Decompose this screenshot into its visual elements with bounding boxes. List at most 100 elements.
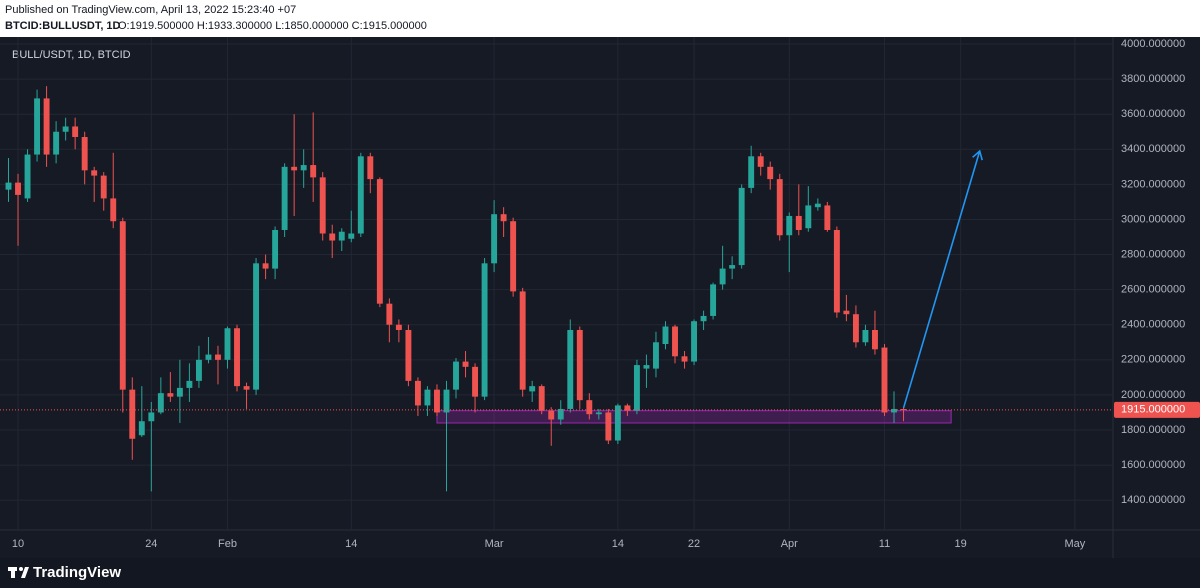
- last-price-label: 1915.000000: [1121, 404, 1185, 416]
- candle-body: [814, 203, 821, 208]
- candle-body: [891, 408, 897, 413]
- candle-body: [662, 326, 669, 345]
- candle-body: [462, 361, 469, 367]
- candle-body: [34, 98, 41, 155]
- candle-body: [643, 365, 650, 369]
- candle-body: [557, 408, 564, 420]
- candle-body: [757, 156, 764, 167]
- candle-body: [786, 215, 793, 236]
- candle-body: [624, 405, 631, 411]
- candle-body: [300, 165, 307, 171]
- candle-body: [691, 321, 698, 362]
- last-price-tag: [1114, 401, 1200, 418]
- candle-body: [833, 229, 840, 313]
- candle-body: [672, 326, 678, 357]
- support-zone: [436, 410, 952, 424]
- candle-body: [605, 412, 612, 441]
- candle-body: [357, 156, 364, 234]
- candle-body: [243, 386, 250, 390]
- x-tick-label: Mar: [485, 538, 504, 550]
- y-tick-label: 3200.000000: [1121, 178, 1185, 190]
- candle-body: [205, 354, 212, 360]
- candle-body: [329, 233, 336, 241]
- candle-body: [129, 389, 136, 439]
- candle-body: [186, 380, 193, 388]
- x-tick-label: 11: [879, 538, 890, 550]
- candle-body: [291, 166, 298, 171]
- x-tick-label: 14: [345, 538, 357, 550]
- symbol-text: BTCID:BULLUSDT, 1D: [5, 20, 121, 32]
- candle-body: [72, 126, 79, 138]
- candle-body: [262, 263, 269, 269]
- candle-body: [138, 421, 145, 436]
- y-tick-label: 1800.000000: [1121, 424, 1185, 436]
- logo-icon: [8, 567, 29, 578]
- candle-body: [852, 314, 859, 343]
- candle-body: [24, 154, 31, 199]
- candle-body: [338, 231, 345, 241]
- y-tick-label: 3800.000000: [1121, 73, 1185, 85]
- x-tick-label: 24: [145, 538, 157, 550]
- candle-body: [595, 412, 602, 415]
- candle-body: [548, 410, 555, 420]
- x-tick-label: Apr: [781, 538, 798, 550]
- candle-body: [367, 156, 374, 180]
- candle-body: [176, 387, 183, 397]
- pane-legend: BULL/USDT, 1D, BTCID: [12, 49, 131, 61]
- candle-body: [100, 175, 107, 199]
- candle-body: [395, 324, 402, 330]
- candle-body: [748, 156, 755, 188]
- candle-body: [5, 182, 12, 190]
- candle-body: [15, 182, 21, 195]
- candle-body: [91, 170, 98, 176]
- candle-body: [633, 365, 640, 411]
- y-tick-label: 1600.000000: [1121, 459, 1185, 471]
- candle-body: [510, 221, 517, 292]
- candle-body: [157, 393, 164, 413]
- candle-body: [700, 315, 707, 322]
- candle-body: [434, 389, 440, 413]
- y-tick-label: 2200.000000: [1121, 354, 1185, 366]
- candle-body: [319, 177, 326, 234]
- candle-body: [43, 98, 50, 155]
- candle-body: [872, 329, 878, 350]
- candle-body: [576, 329, 583, 401]
- x-tick-label: 19: [955, 538, 967, 550]
- y-tick-label: 2800.000000: [1121, 248, 1185, 260]
- candle-body: [805, 205, 812, 229]
- footer-logo: TradingView: [33, 564, 121, 581]
- candle-body: [653, 342, 659, 369]
- y-tick-label: 4000.000000: [1121, 38, 1185, 50]
- x-tick-label: 14: [612, 538, 624, 550]
- y-tick-label: 3400.000000: [1121, 143, 1185, 155]
- candle-body: [586, 400, 593, 415]
- y-tick-label: 3000.000000: [1121, 213, 1185, 225]
- x-tick-label: Feb: [218, 538, 237, 550]
- candle-body: [719, 268, 726, 285]
- candle-body: [414, 380, 421, 406]
- candle-body: [538, 386, 545, 411]
- published-text: Published on TradingView.com, April 13, …: [5, 4, 296, 16]
- x-tick-label: 10: [12, 538, 24, 550]
- plot: 1400.000000 1600.000000 1800.000000 2000.00…: [0, 37, 1200, 550]
- candle-body: [862, 329, 869, 343]
- candle-body: [53, 131, 60, 155]
- candle-body: [167, 393, 174, 397]
- candle-body: [148, 412, 155, 422]
- candle-body: [376, 179, 383, 304]
- candle-body: [481, 263, 488, 397]
- candle-body: [614, 405, 621, 441]
- y-tick-label: 3600.000000: [1121, 108, 1185, 120]
- candle-body: [729, 265, 736, 269]
- header-bar: [0, 0, 1200, 37]
- candle-body: [110, 198, 117, 222]
- candle-body: [348, 233, 355, 239]
- candle-body: [738, 187, 745, 266]
- candle-body: [253, 263, 260, 390]
- candle-body: [767, 166, 774, 180]
- ohlc-text: O:1919.500000 H:1933.300000 L:1850.00000…: [118, 20, 427, 32]
- candle-body: [824, 205, 831, 230]
- footer-bar: [0, 558, 1200, 588]
